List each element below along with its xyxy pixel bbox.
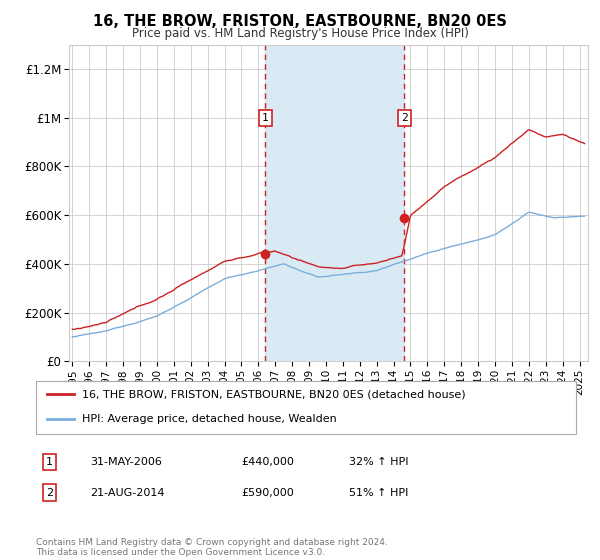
Text: 21-AUG-2014: 21-AUG-2014 bbox=[90, 488, 164, 498]
Text: 16, THE BROW, FRISTON, EASTBOURNE, BN20 0ES: 16, THE BROW, FRISTON, EASTBOURNE, BN20 … bbox=[93, 14, 507, 29]
Text: £440,000: £440,000 bbox=[241, 457, 294, 467]
Text: £590,000: £590,000 bbox=[241, 488, 294, 498]
Text: 32% ↑ HPI: 32% ↑ HPI bbox=[349, 457, 409, 467]
Text: 2: 2 bbox=[401, 113, 408, 123]
Text: 1: 1 bbox=[262, 113, 269, 123]
Text: 31-MAY-2006: 31-MAY-2006 bbox=[90, 457, 162, 467]
Bar bbox=[265, 45, 404, 361]
Text: 51% ↑ HPI: 51% ↑ HPI bbox=[349, 488, 409, 498]
Text: 16, THE BROW, FRISTON, EASTBOURNE, BN20 0ES (detached house): 16, THE BROW, FRISTON, EASTBOURNE, BN20 … bbox=[82, 389, 466, 399]
Text: Price paid vs. HM Land Registry's House Price Index (HPI): Price paid vs. HM Land Registry's House … bbox=[131, 27, 469, 40]
Text: 2: 2 bbox=[46, 488, 53, 498]
Text: 1: 1 bbox=[46, 457, 53, 467]
Text: HPI: Average price, detached house, Wealden: HPI: Average price, detached house, Weal… bbox=[82, 414, 337, 424]
Text: Contains HM Land Registry data © Crown copyright and database right 2024.
This d: Contains HM Land Registry data © Crown c… bbox=[36, 538, 388, 557]
FancyBboxPatch shape bbox=[36, 381, 576, 434]
